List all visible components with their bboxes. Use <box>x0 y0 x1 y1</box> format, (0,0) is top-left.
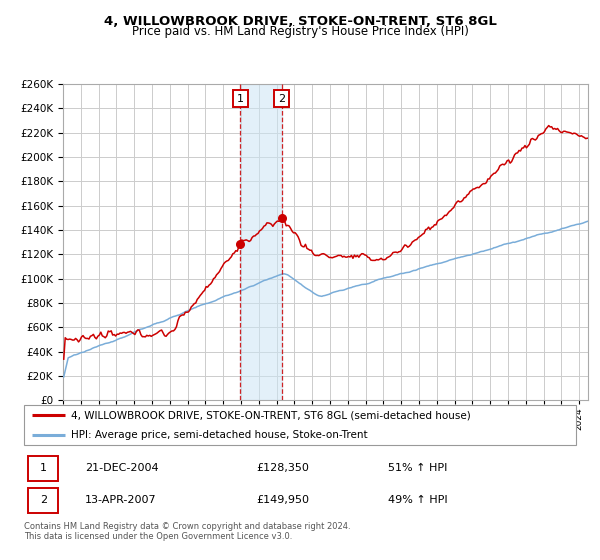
Text: 49% ↑ HPI: 49% ↑ HPI <box>388 495 448 505</box>
Text: 4, WILLOWBROOK DRIVE, STOKE-ON-TRENT, ST6 8GL: 4, WILLOWBROOK DRIVE, STOKE-ON-TRENT, ST… <box>104 15 496 27</box>
Text: This data is licensed under the Open Government Licence v3.0.: This data is licensed under the Open Gov… <box>24 532 292 541</box>
Text: 51% ↑ HPI: 51% ↑ HPI <box>388 464 448 473</box>
Text: £128,350: £128,350 <box>256 464 309 473</box>
Text: 4, WILLOWBROOK DRIVE, STOKE-ON-TRENT, ST6 8GL (semi-detached house): 4, WILLOWBROOK DRIVE, STOKE-ON-TRENT, ST… <box>71 410 470 421</box>
Text: Contains HM Land Registry data © Crown copyright and database right 2024.: Contains HM Land Registry data © Crown c… <box>24 522 350 531</box>
Text: 2: 2 <box>278 94 285 104</box>
FancyBboxPatch shape <box>24 405 576 445</box>
FancyBboxPatch shape <box>28 456 58 481</box>
Text: 13-APR-2007: 13-APR-2007 <box>85 495 157 505</box>
Text: 2: 2 <box>40 495 47 505</box>
Text: 1: 1 <box>237 94 244 104</box>
FancyBboxPatch shape <box>28 488 58 513</box>
Text: £149,950: £149,950 <box>256 495 309 505</box>
Text: HPI: Average price, semi-detached house, Stoke-on-Trent: HPI: Average price, semi-detached house,… <box>71 430 368 440</box>
Text: Price paid vs. HM Land Registry's House Price Index (HPI): Price paid vs. HM Land Registry's House … <box>131 25 469 38</box>
Bar <box>241 84 281 400</box>
Text: 21-DEC-2004: 21-DEC-2004 <box>85 464 158 473</box>
Text: 1: 1 <box>40 464 47 473</box>
